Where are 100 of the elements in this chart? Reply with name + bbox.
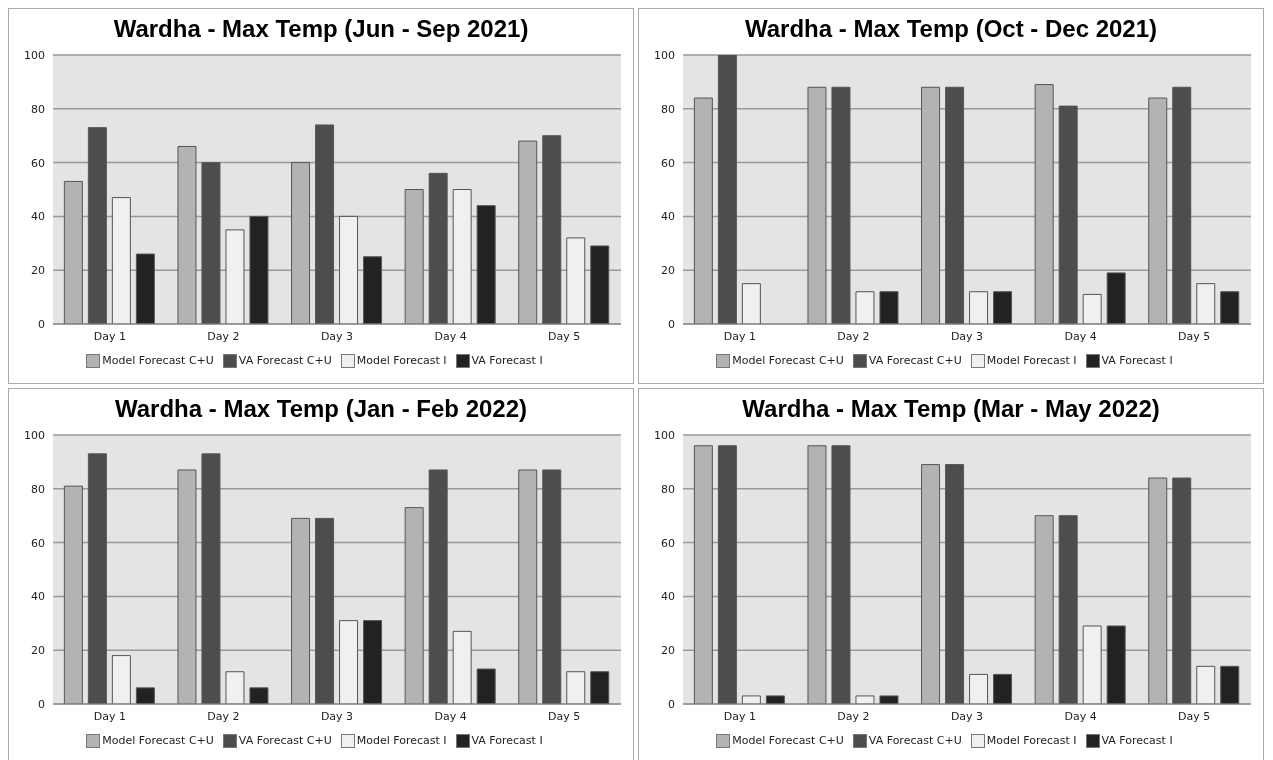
x-tick-label: Day 3 <box>320 329 354 343</box>
x-tick-label: Day 5 <box>1178 329 1211 343</box>
y-tick-label: 20 <box>31 264 45 278</box>
y-tick-label: 40 <box>661 590 675 604</box>
bar <box>879 695 899 704</box>
bar <box>993 291 1013 324</box>
bar <box>1148 97 1168 324</box>
bar <box>135 253 155 324</box>
y-tick-label: 0 <box>38 697 45 711</box>
x-tick-label: Day 2 <box>207 709 240 723</box>
bar <box>831 445 851 704</box>
text: Model Forecast I <box>986 734 1077 747</box>
bar <box>315 517 335 704</box>
x-tick-label: Day 1 <box>723 709 756 723</box>
bar <box>87 453 107 704</box>
bar <box>1172 86 1192 324</box>
bar <box>807 445 827 704</box>
text: Model Forecast I <box>356 354 447 367</box>
legend-label: VA Forecast I <box>1101 734 1173 747</box>
bar <box>363 620 383 704</box>
bar <box>717 55 737 324</box>
bar <box>428 172 448 324</box>
x-tick-label: Day 3 <box>950 709 984 723</box>
bar <box>315 124 335 324</box>
bar <box>879 291 899 324</box>
x-tick-label: Day 5 <box>1178 709 1211 723</box>
legend-label: Model Forecast C+U <box>102 354 214 367</box>
chart-title: Wardha - Max Temp (Jun - Sep 2021) <box>112 15 530 44</box>
bar <box>542 135 562 324</box>
y-tick-label: 80 <box>661 482 675 496</box>
legend-label: VA Forecast I <box>1101 354 1173 367</box>
legend-label: VA Forecast C+U <box>868 734 962 747</box>
y-tick-label: 100 <box>654 48 675 62</box>
y-tick-label: 0 <box>668 317 675 331</box>
bar <box>476 668 496 704</box>
bar <box>201 162 221 324</box>
legend-label: Model Forecast C+U <box>732 354 844 367</box>
x-tick-label: Day 4 <box>434 329 467 343</box>
y-tick-label: 60 <box>31 156 45 170</box>
bar <box>831 86 851 324</box>
bar <box>542 469 562 704</box>
x-tick-label: Day 4 <box>1064 709 1097 723</box>
bar <box>921 86 941 324</box>
bar <box>1106 272 1126 324</box>
bar <box>693 445 713 704</box>
bar <box>87 127 107 324</box>
legend-label: VA Forecast C+U <box>238 354 332 367</box>
y-tick-label: 60 <box>661 156 675 170</box>
bar <box>404 189 424 324</box>
text: Model Forecast I <box>986 354 1077 367</box>
chart-title: Wardha - Max Temp (Oct - Dec 2021) <box>743 15 1159 44</box>
y-tick-label: 100 <box>24 428 45 442</box>
bar <box>1220 665 1240 704</box>
x-tick-label: Day 5 <box>548 709 581 723</box>
bar <box>518 140 538 324</box>
legend-label: Model Forecast C+U <box>732 734 844 747</box>
bar <box>135 687 155 704</box>
y-tick-label: 80 <box>31 482 45 496</box>
y-tick-label: 40 <box>31 590 45 604</box>
y-tick-label: 100 <box>24 48 45 62</box>
x-tick-label: Day 1 <box>723 329 756 343</box>
x-tick-label: Day 5 <box>548 329 581 343</box>
y-tick-label: 0 <box>38 317 45 331</box>
bar <box>590 671 610 704</box>
bar <box>249 215 269 324</box>
y-tick-label: 20 <box>661 644 675 658</box>
x-tick-label: Day 3 <box>320 709 354 723</box>
bar <box>404 507 424 704</box>
x-tick-label: Day 1 <box>93 329 126 343</box>
legend-label: VA Forecast C+U <box>868 354 962 367</box>
bar <box>945 86 965 324</box>
legend-label: Model Forecast C+U <box>102 734 214 747</box>
bar <box>1034 84 1054 324</box>
bar <box>717 445 737 704</box>
y-tick-label: 60 <box>661 536 675 550</box>
y-tick-label: 100 <box>654 428 675 442</box>
x-tick-label: Day 1 <box>93 709 126 723</box>
y-tick-label: 80 <box>31 102 45 116</box>
y-tick-label: 60 <box>31 536 45 550</box>
x-tick-label: Day 2 <box>207 329 240 343</box>
bar <box>177 469 197 704</box>
bar <box>807 86 827 324</box>
chart-title: Wardha - Max Temp (Mar - May 2022) <box>741 395 1161 424</box>
bar <box>291 162 311 324</box>
bar <box>1220 291 1240 324</box>
bar <box>1172 477 1192 704</box>
bar <box>1058 105 1078 324</box>
bar <box>693 97 713 324</box>
bar <box>428 469 448 704</box>
bar <box>291 517 311 704</box>
bar <box>363 256 383 324</box>
chart-title: Wardha - Max Temp (Jan - Feb 2022) <box>113 395 529 424</box>
y-tick-label: 80 <box>661 102 675 116</box>
legend-label: VA Forecast I <box>471 734 543 747</box>
bar <box>63 485 83 704</box>
y-tick-label: 20 <box>31 644 45 658</box>
bar <box>945 464 965 704</box>
bar <box>1034 515 1054 704</box>
x-tick-label: Day 4 <box>1064 329 1097 343</box>
bar <box>249 687 269 704</box>
